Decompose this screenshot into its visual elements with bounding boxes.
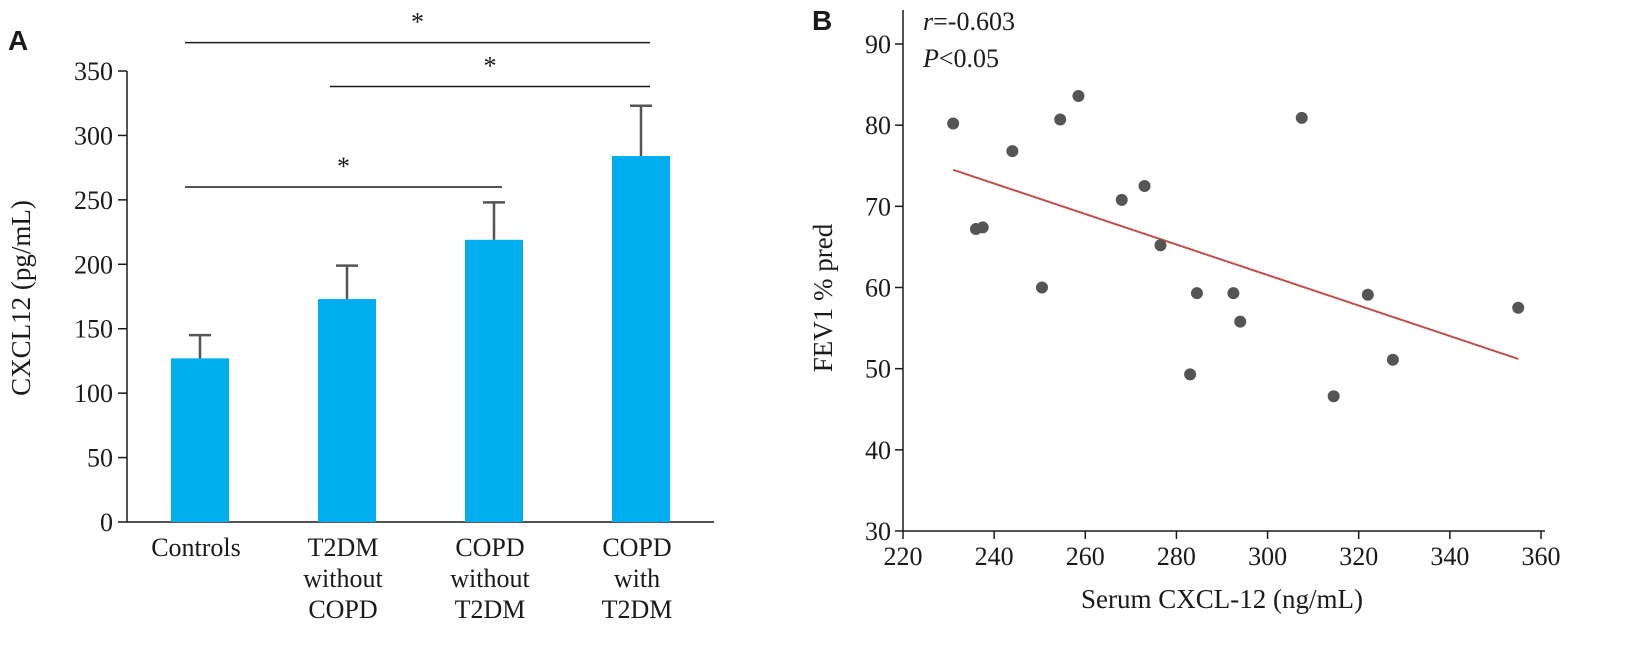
significance-star: * xyxy=(337,152,350,181)
data-point xyxy=(976,221,989,234)
y-tick-label: 100 xyxy=(74,379,113,408)
y-tick-label: 80 xyxy=(865,111,891,140)
data-point xyxy=(1361,288,1374,301)
bar xyxy=(318,299,376,522)
y-tick-label: 150 xyxy=(74,315,113,344)
bar xyxy=(612,156,670,522)
y-tick-label: 70 xyxy=(865,192,891,221)
panel-b-r-annotation: r=-0.603 xyxy=(923,7,1015,36)
category-label: with xyxy=(614,564,660,593)
x-tick-label: 260 xyxy=(1066,542,1105,571)
category-label: without xyxy=(303,564,383,593)
y-tick-label: 350 xyxy=(74,57,113,86)
x-tick-label: 360 xyxy=(1522,542,1561,571)
y-tick-label: 30 xyxy=(865,517,891,546)
y-tick-label: 40 xyxy=(865,436,891,465)
data-point xyxy=(1386,353,1399,366)
panel-a-letter: A xyxy=(8,25,28,56)
panel-b-y-axis-label: FEV1 % pred xyxy=(808,223,838,372)
r-value: =-0.603 xyxy=(933,7,1015,36)
regression-line xyxy=(952,168,1519,360)
panel-a-axes: 0 50 100 150 200 250 300 350 xyxy=(74,57,714,537)
category-label: T2DM xyxy=(602,595,673,624)
x-tick-label: 240 xyxy=(975,542,1014,571)
data-point xyxy=(1115,193,1128,206)
data-point xyxy=(1327,390,1340,403)
bar xyxy=(465,239,523,522)
y-tick-label: 50 xyxy=(865,355,891,384)
significance-star: * xyxy=(411,8,424,37)
data-point xyxy=(1154,239,1167,252)
category-label: COPD xyxy=(455,533,524,562)
panel-b-axes: 30 40 50 60 70 80 90 220 240 260 280 300 320 340 360 xyxy=(865,10,1561,571)
significance-star: * xyxy=(484,51,497,80)
bar xyxy=(171,358,229,522)
r-symbol: r xyxy=(923,7,934,36)
x-tick-label: 220 xyxy=(884,542,923,571)
data-point xyxy=(1234,315,1247,328)
category-label: COPD xyxy=(602,533,671,562)
data-point xyxy=(1035,281,1048,294)
data-point xyxy=(1054,113,1067,126)
category-label: without xyxy=(450,564,530,593)
data-point xyxy=(1138,180,1151,193)
x-tick-label: 320 xyxy=(1339,542,1378,571)
panel-a-y-axis-label: CXCL12 (pg/mL) xyxy=(6,200,36,396)
data-point xyxy=(1184,368,1197,381)
data-point xyxy=(947,117,960,130)
panel-b-letter: B xyxy=(812,5,832,36)
y-tick-label: 200 xyxy=(74,250,113,279)
data-point xyxy=(1072,89,1085,102)
category-label: T2DM xyxy=(308,533,379,562)
x-tick-label: 300 xyxy=(1248,542,1287,571)
x-tick-label: 280 xyxy=(1157,542,1196,571)
category-label: T2DM xyxy=(455,595,526,624)
p-symbol: P xyxy=(922,44,939,73)
data-point xyxy=(1190,287,1203,300)
x-tick-label: 340 xyxy=(1430,542,1469,571)
y-tick-label: 60 xyxy=(865,274,891,303)
y-tick-label: 50 xyxy=(87,444,113,473)
data-point xyxy=(1227,287,1240,300)
category-label: Controls xyxy=(151,533,241,562)
category-label: COPD xyxy=(308,595,377,624)
data-point xyxy=(1295,111,1308,124)
data-point xyxy=(1512,301,1525,314)
panel-a-bars: Controls T2DMwithoutCOPDCOPDwithoutT2DMCO… xyxy=(151,104,673,624)
panel-b-x-axis-label: Serum CXCL-12 (ng/mL) xyxy=(1081,584,1363,614)
panel-a-significance: * * * xyxy=(185,8,650,188)
y-tick-label: 90 xyxy=(865,30,891,59)
panel-b-p-annotation: P<0.05 xyxy=(922,44,999,73)
y-tick-label: 250 xyxy=(74,186,113,215)
y-tick-label: 0 xyxy=(100,508,113,537)
y-tick-label: 300 xyxy=(74,121,113,150)
panel-b-points xyxy=(947,89,1525,403)
p-value: <0.05 xyxy=(939,44,999,73)
data-point xyxy=(1006,145,1019,158)
